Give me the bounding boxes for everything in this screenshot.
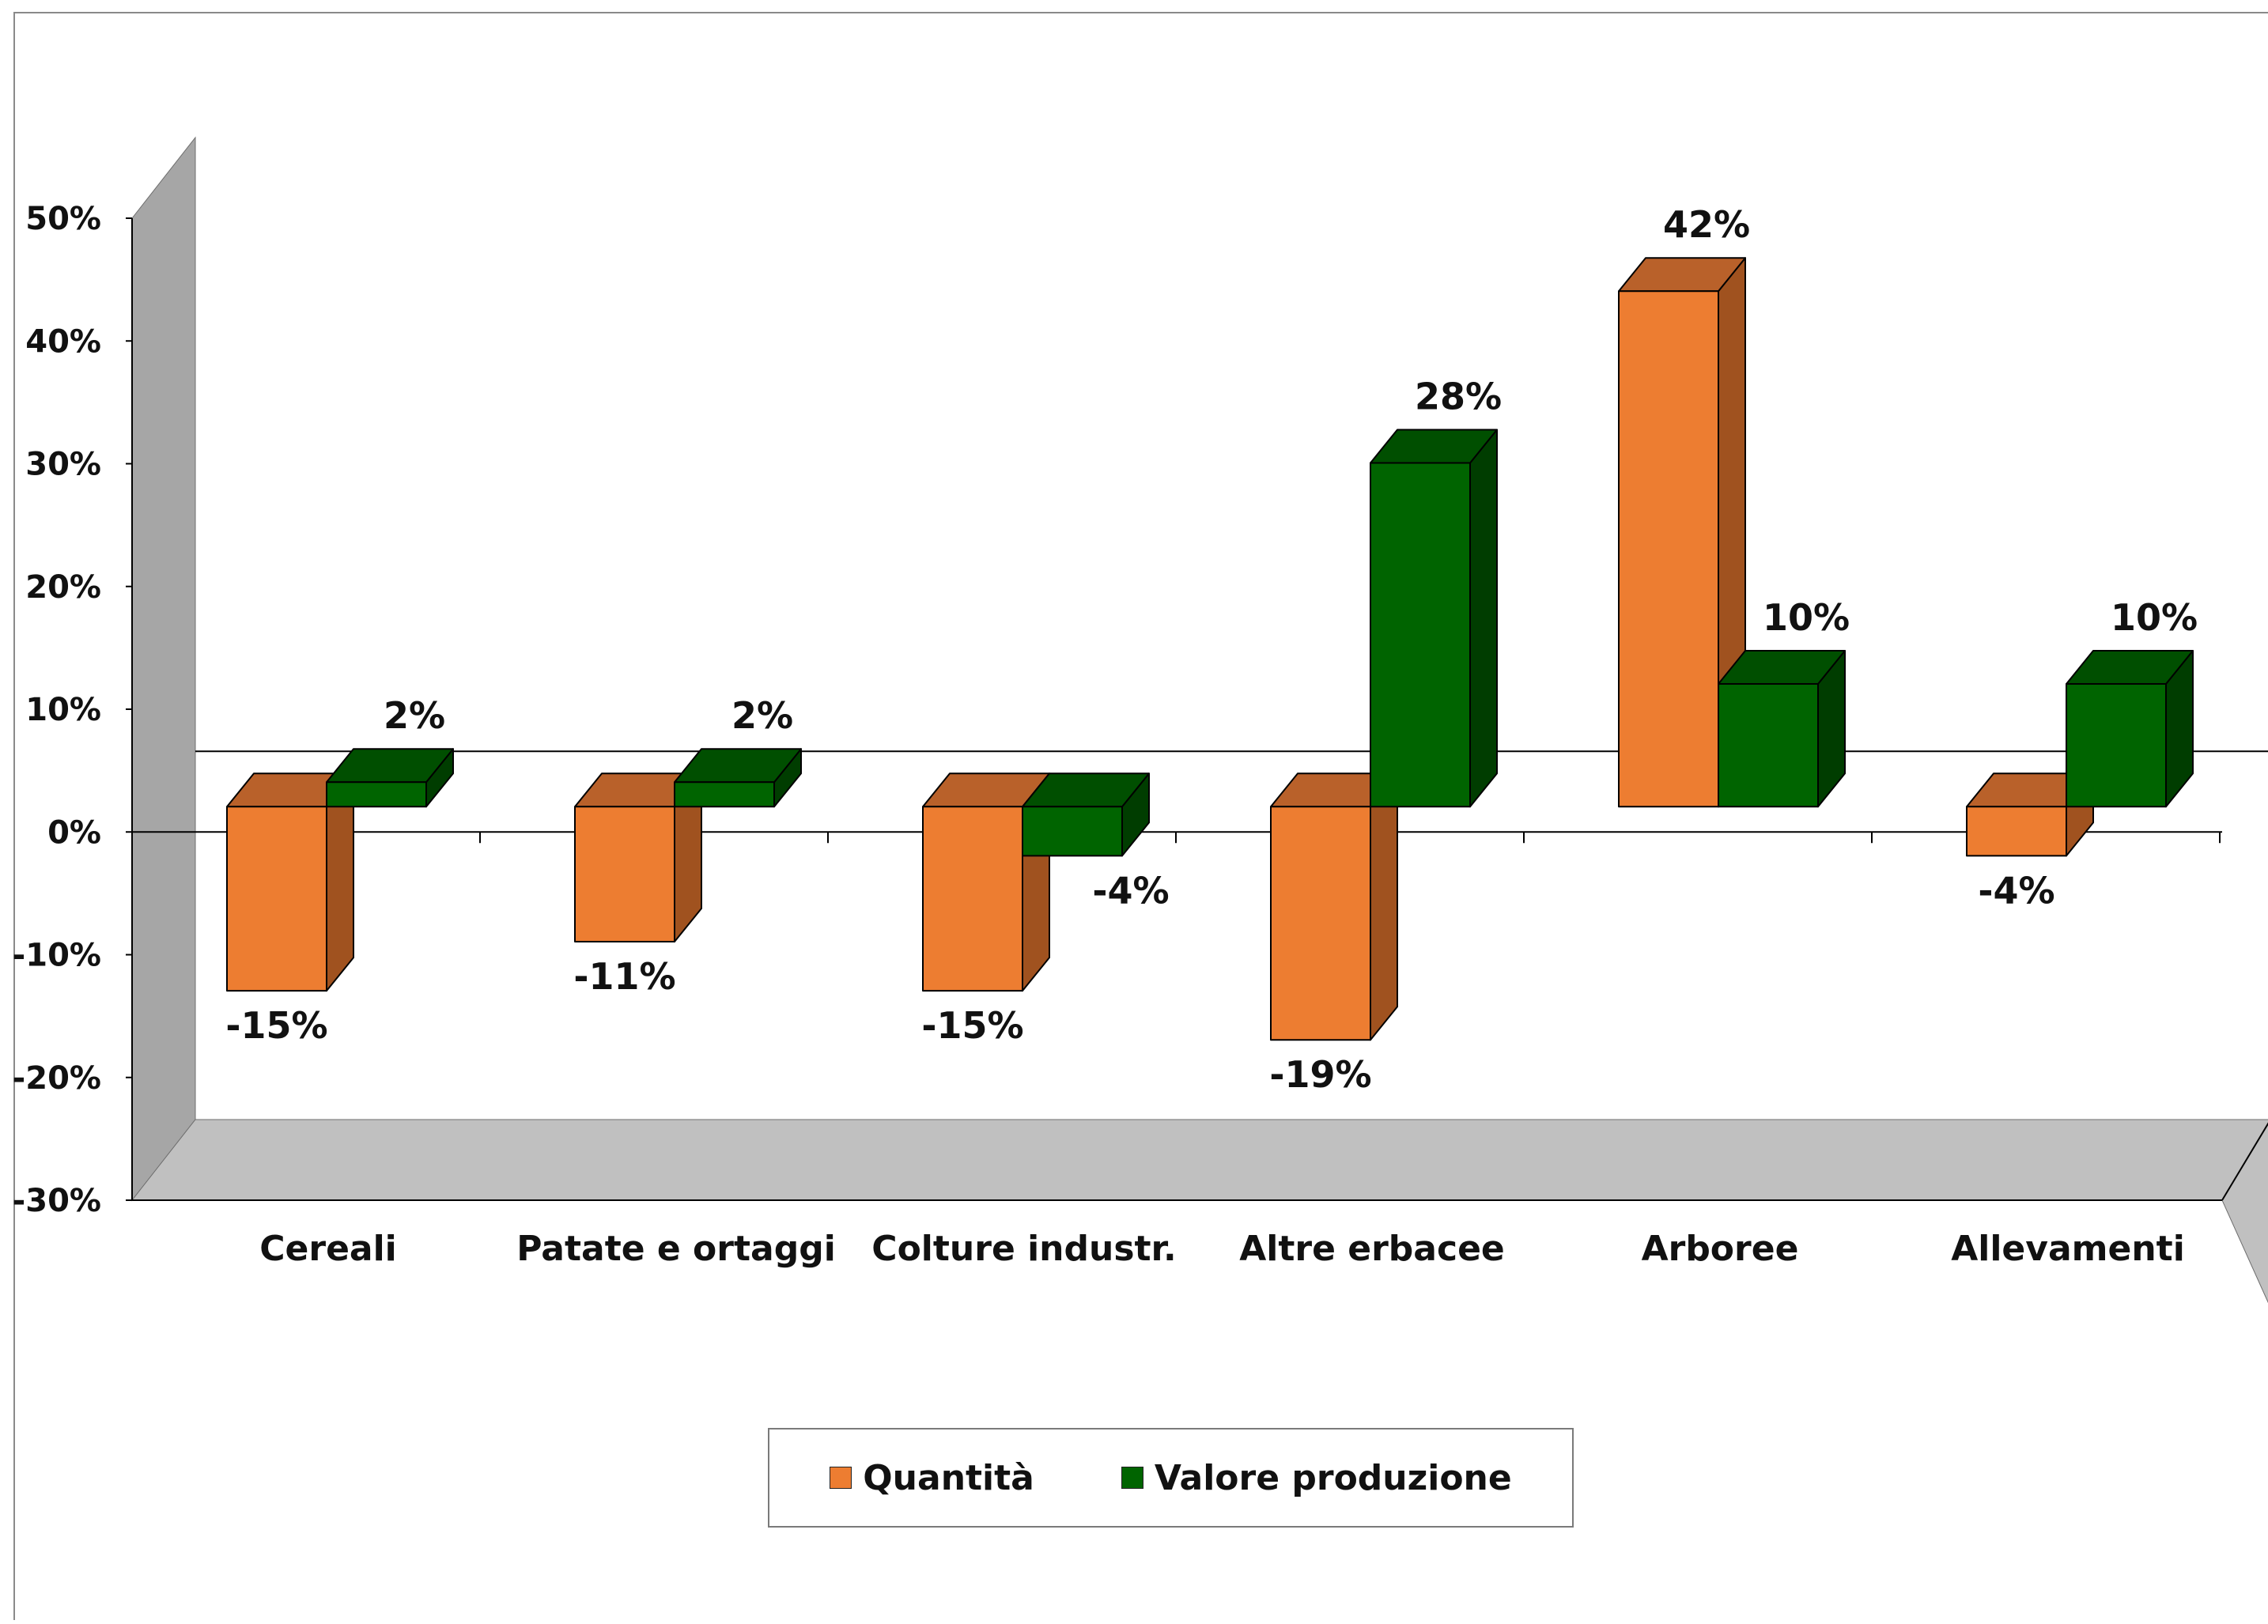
category-label: Patate e ortaggi	[516, 1229, 836, 1269]
legend-swatch-valore	[1121, 1467, 1143, 1489]
data-label-valore-produzione: 2%	[731, 694, 793, 737]
bar-valore-produzione	[1022, 806, 1123, 857]
data-label-quantit-: -15%	[225, 1004, 327, 1047]
floor-right-edge	[2221, 1122, 2268, 1201]
category-label: Allevamenti	[1951, 1229, 2185, 1269]
y-tick-label: -20%	[13, 1060, 101, 1097]
y-tick-label: -30%	[13, 1183, 101, 1219]
bar-valore-produzione	[1718, 683, 1819, 808]
legend-label-valore: Valore produzione	[1154, 1457, 1512, 1498]
legend-item-valore: Valore produzione	[1121, 1458, 1512, 1498]
data-label-quantit-: -15%	[921, 1004, 1023, 1047]
data-label-quantit-: -11%	[573, 955, 675, 998]
category-label: Altre erbacee	[1239, 1229, 1505, 1269]
bar-quantit-	[226, 806, 327, 992]
y-tick-label: 20%	[25, 569, 101, 606]
data-label-valore-produzione: 10%	[1763, 596, 1850, 639]
data-label-quantit-: -4%	[1978, 869, 2054, 912]
bar-quantit-	[922, 806, 1023, 992]
data-label-valore-produzione: 10%	[2111, 596, 2198, 639]
bar-quantit-	[1966, 806, 2067, 857]
bar-quantit-	[574, 806, 675, 943]
legend-label-quantita: Quantità	[863, 1457, 1034, 1498]
bar-side-valore-produzione	[1469, 429, 1498, 808]
bar-quantit-	[1270, 806, 1371, 1041]
legend-swatch-quantita	[830, 1467, 852, 1489]
bar-valore-produzione	[1370, 462, 1471, 808]
y-tick-label: 40%	[25, 323, 101, 360]
data-label-valore-produzione: -4%	[1092, 869, 1169, 912]
y-tick-label: -10%	[13, 938, 101, 974]
y-tick-label: 50%	[25, 201, 101, 237]
bar-valore-produzione	[326, 781, 427, 808]
category-label: Cereali	[259, 1229, 397, 1269]
y-tick-label: 10%	[25, 692, 101, 728]
legend: Quantità Valore produzione	[768, 1428, 1574, 1528]
category-label: Colture industr.	[871, 1229, 1176, 1269]
chart-side-wall	[131, 136, 196, 1202]
y-tick-label: 0%	[47, 814, 101, 851]
data-label-quantit-: 42%	[1663, 203, 1750, 246]
y-tick-label: 30%	[25, 447, 101, 483]
category-label: Arboree	[1642, 1229, 1799, 1269]
bar-quantit-	[1618, 290, 1719, 808]
data-label-valore-produzione: 2%	[384, 694, 445, 737]
bar-side-quantit-	[1370, 772, 1398, 1041]
bar-valore-produzione	[674, 781, 775, 808]
legend-item-quantita: Quantità	[830, 1458, 1034, 1498]
data-label-valore-produzione: 28%	[1415, 376, 1502, 418]
bar-valore-produzione	[2066, 683, 2167, 808]
data-label-quantit-: -19%	[1269, 1053, 1371, 1096]
